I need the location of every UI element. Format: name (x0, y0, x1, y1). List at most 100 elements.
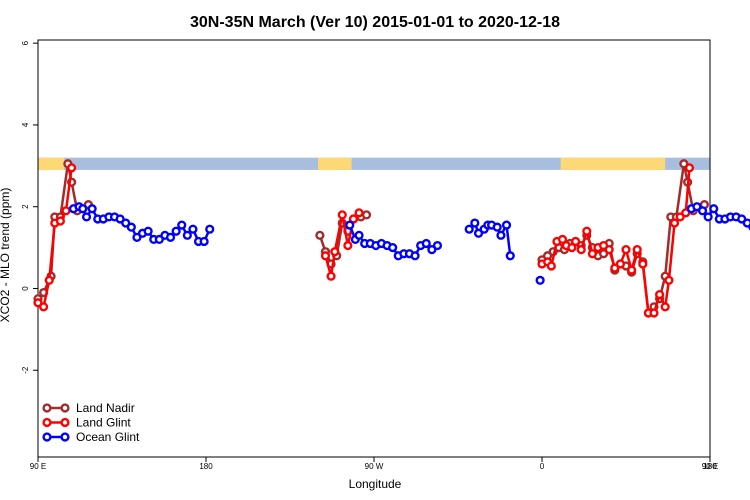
data-point (388, 242, 398, 253)
series-line (37, 167, 73, 309)
legend-marker (42, 432, 52, 442)
legend-label: Land Nadir (76, 401, 135, 415)
data-point (171, 226, 181, 236)
data-point (703, 212, 713, 222)
legend-marker (42, 403, 52, 413)
y-tick-label: 2 (21, 204, 30, 209)
ocean-band (38, 157, 710, 170)
y-tick-label: 6 (21, 40, 30, 45)
data-point (546, 261, 556, 271)
x-tick-label: 180 (703, 462, 717, 471)
data-point (348, 214, 359, 224)
data-point (709, 204, 719, 214)
data-point (570, 236, 581, 247)
data-point (697, 206, 708, 216)
data-point (337, 210, 347, 220)
data-point (587, 249, 598, 259)
y-tick-label: 0 (21, 286, 30, 291)
data-point (501, 220, 512, 230)
data-point (320, 251, 331, 261)
land-band-segment (560, 157, 666, 170)
data-point (496, 230, 506, 240)
data-point (78, 204, 88, 214)
data-point (354, 208, 364, 218)
data-point (410, 251, 420, 261)
series-ocean-glint (68, 202, 750, 285)
data-point (470, 218, 480, 228)
data-point (126, 222, 136, 232)
data-point (188, 224, 198, 234)
data-point (66, 163, 77, 173)
land-ocean-band (38, 157, 710, 170)
legend-item: Ocean Glint (42, 430, 140, 444)
x-axis-label: Longitude (349, 477, 402, 491)
y-tick-label: 4 (21, 122, 30, 127)
data-point (626, 265, 637, 275)
land-band-segment (318, 157, 352, 170)
data-point (326, 271, 336, 281)
data-point (61, 206, 71, 216)
y-tick-label: -2 (21, 366, 30, 374)
data-point (81, 212, 92, 222)
data-point (143, 226, 153, 236)
legend-label: Ocean Glint (76, 430, 140, 444)
data-point (432, 240, 443, 251)
data-point (87, 204, 97, 214)
data-point (621, 245, 631, 255)
data-point (345, 220, 355, 230)
data-point (632, 245, 642, 255)
legend-marker (42, 417, 52, 428)
data-point (354, 230, 364, 240)
data-point (55, 216, 66, 226)
data-point (742, 218, 750, 228)
data-point (205, 224, 215, 234)
x-tick-label: 90 E (702, 462, 718, 471)
legend-item: Land Nadir (42, 401, 135, 415)
data-point (343, 240, 353, 251)
data-point (315, 230, 325, 240)
legend-label: Land Glint (76, 416, 131, 430)
legend-marker (60, 417, 70, 428)
data-point (654, 290, 665, 300)
data-point (604, 245, 614, 255)
x-tick-label: 180 (199, 462, 213, 471)
data-point (44, 275, 54, 285)
x-tick-label: 0 (540, 462, 545, 471)
data-point (492, 222, 502, 232)
data-point (199, 236, 209, 247)
x-tick-label: 90 E (30, 462, 46, 471)
data-point (535, 275, 545, 285)
data-point (684, 163, 695, 173)
legend-marker (60, 403, 70, 413)
data-point (330, 247, 340, 257)
series-land-glint (33, 163, 695, 318)
data-point (421, 238, 431, 249)
data-point (557, 234, 568, 245)
chart-title: 30N-35N March (Ver 10) 2015-01-01 to 202… (190, 14, 560, 31)
data-point (649, 308, 659, 318)
data-series (33, 159, 750, 318)
legend-item: Land Glint (42, 416, 131, 430)
land-band-segment (38, 157, 65, 170)
data-point (664, 275, 674, 285)
data-point (38, 302, 49, 312)
data-point (182, 230, 192, 240)
data-point (660, 302, 670, 312)
data-point (464, 224, 474, 234)
data-point (638, 259, 648, 269)
data-point (615, 259, 626, 269)
data-point (177, 220, 187, 230)
x-tick-label: 90 W (365, 462, 384, 471)
data-point (669, 218, 680, 228)
data-point (582, 226, 592, 236)
data-point (576, 245, 586, 255)
legend-marker (60, 432, 70, 442)
data-point (567, 242, 577, 253)
data-point (505, 251, 515, 261)
y-axis-label: XCO2 - MLO trend (ppm) (0, 188, 12, 323)
data-point (361, 210, 372, 220)
data-point (165, 232, 176, 242)
